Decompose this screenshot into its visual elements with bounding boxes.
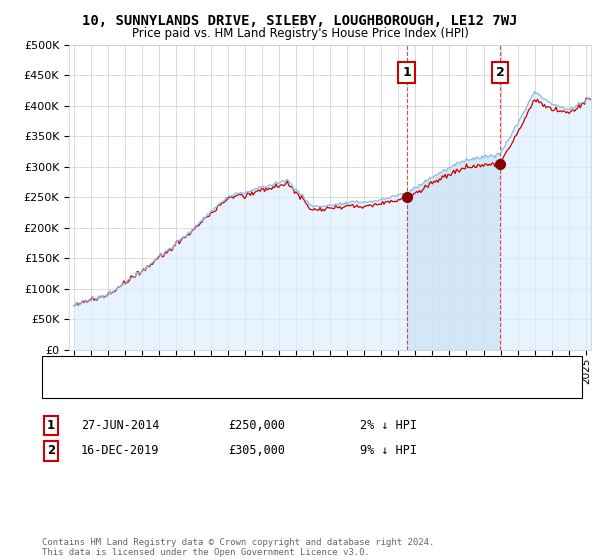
Text: 1: 1 (47, 419, 55, 432)
Text: 2: 2 (47, 444, 55, 458)
Text: 27-JUN-2014: 27-JUN-2014 (81, 419, 160, 432)
Text: 10, SUNNYLANDS DRIVE, SILEBY, LOUGHBOROUGH, LE12 7WJ: 10, SUNNYLANDS DRIVE, SILEBY, LOUGHBOROU… (82, 14, 518, 28)
Text: 16-DEC-2019: 16-DEC-2019 (81, 444, 160, 458)
Text: Contains HM Land Registry data © Crown copyright and database right 2024.
This d: Contains HM Land Registry data © Crown c… (42, 538, 434, 557)
Text: —: — (54, 358, 72, 376)
Text: Price paid vs. HM Land Registry's House Price Index (HPI): Price paid vs. HM Land Registry's House … (131, 27, 469, 40)
Text: £250,000: £250,000 (228, 419, 285, 432)
Text: 2: 2 (496, 66, 504, 79)
Text: 10, SUNNYLANDS DRIVE, SILEBY, LOUGHBOROUGH, LE12 7WJ (detached house): 10, SUNNYLANDS DRIVE, SILEBY, LOUGHBOROU… (78, 362, 500, 372)
Text: £305,000: £305,000 (228, 444, 285, 458)
Text: 1: 1 (402, 66, 411, 79)
Text: —: — (54, 377, 72, 395)
Text: HPI: Average price, detached house, Charnwood: HPI: Average price, detached house, Char… (78, 381, 353, 391)
Text: 9% ↓ HPI: 9% ↓ HPI (360, 444, 417, 458)
Text: 2% ↓ HPI: 2% ↓ HPI (360, 419, 417, 432)
